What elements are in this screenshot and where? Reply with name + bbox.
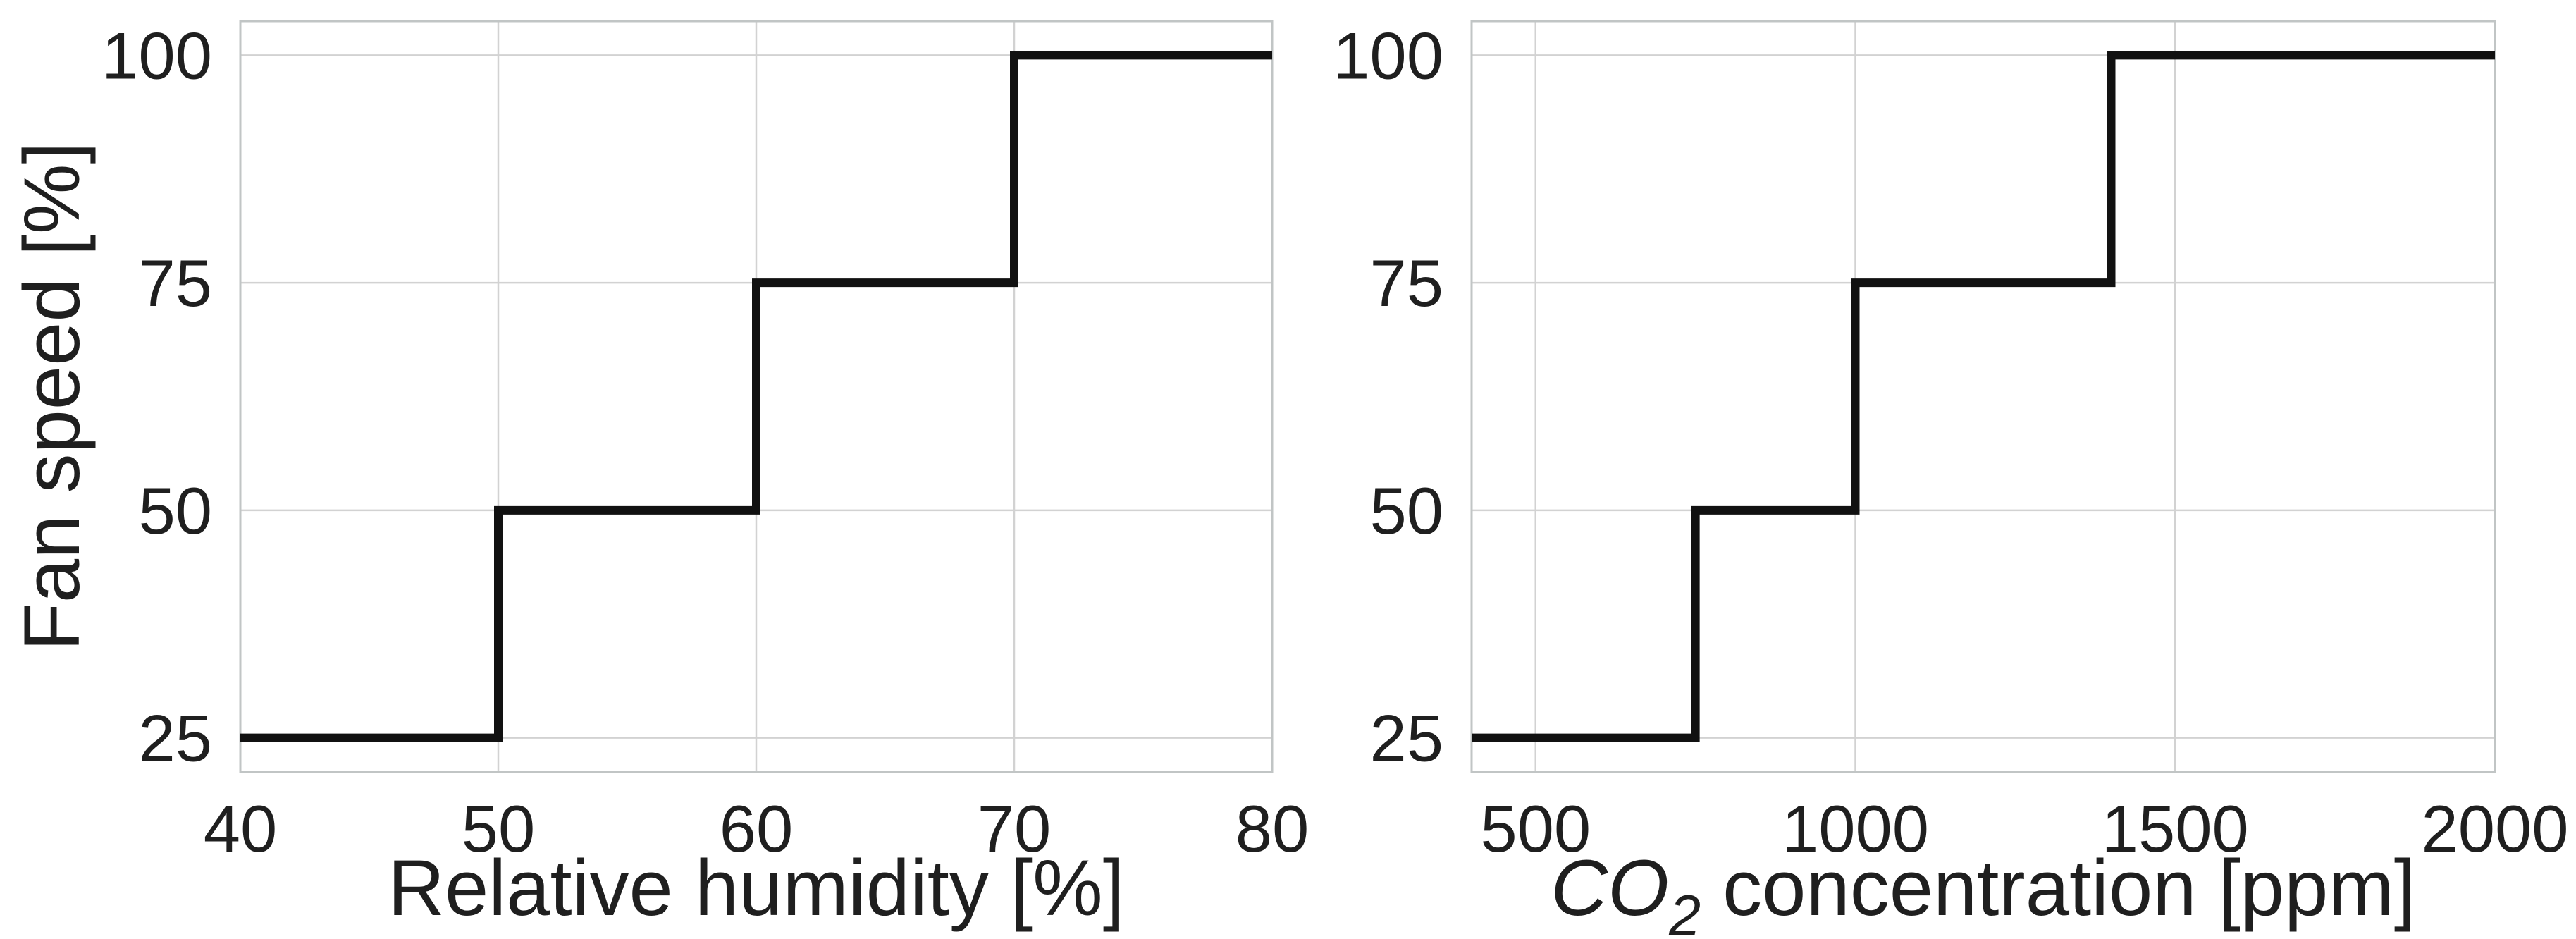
x-tick-label: 2000 xyxy=(2421,792,2568,866)
axes-spines xyxy=(1470,20,2496,773)
fan-speed-vs-co2-step-line xyxy=(1472,51,2495,742)
y-tick-label: 25 xyxy=(138,701,212,775)
x-tick-label: 1000 xyxy=(1782,792,1929,866)
y-tick-label: 100 xyxy=(101,18,212,92)
humidity-y-axis-label: Fan speed [%] xyxy=(8,142,96,651)
x-tick-label: 70 xyxy=(978,792,1052,866)
fan-speed-vs-humidity-step-line xyxy=(240,51,1272,742)
co2-subplot: 500 1000 1500 2000 25 50 75 100 CO2 concentratio… xyxy=(1333,18,2568,939)
y-tick-label: 25 xyxy=(1369,701,1443,775)
x-tick-label: 40 xyxy=(204,792,278,866)
x-tick-label: 500 xyxy=(1480,792,1591,866)
y-tick-label: 50 xyxy=(138,474,212,548)
y-tick-label: 75 xyxy=(138,246,212,320)
humidity-x-axis-label: Relative humidity [%] xyxy=(388,844,1125,932)
y-tick-label: 75 xyxy=(1369,246,1443,320)
y-tick-label: 50 xyxy=(1369,474,1443,548)
x-tick-label: 1500 xyxy=(2102,792,2249,866)
x-tick-label: 80 xyxy=(1235,792,1309,866)
x-tick-label: 60 xyxy=(720,792,794,866)
y-tick-label: 100 xyxy=(1333,18,1443,92)
x-tick-label: 50 xyxy=(462,792,536,866)
humidity-subplot: 40 50 60 70 80 25 50 75 100 Relative humidity [%]… xyxy=(8,18,1309,932)
axes-spines xyxy=(239,20,1274,773)
co2-x-axis-label: CO2 concentration [ppm] xyxy=(1551,844,2416,939)
